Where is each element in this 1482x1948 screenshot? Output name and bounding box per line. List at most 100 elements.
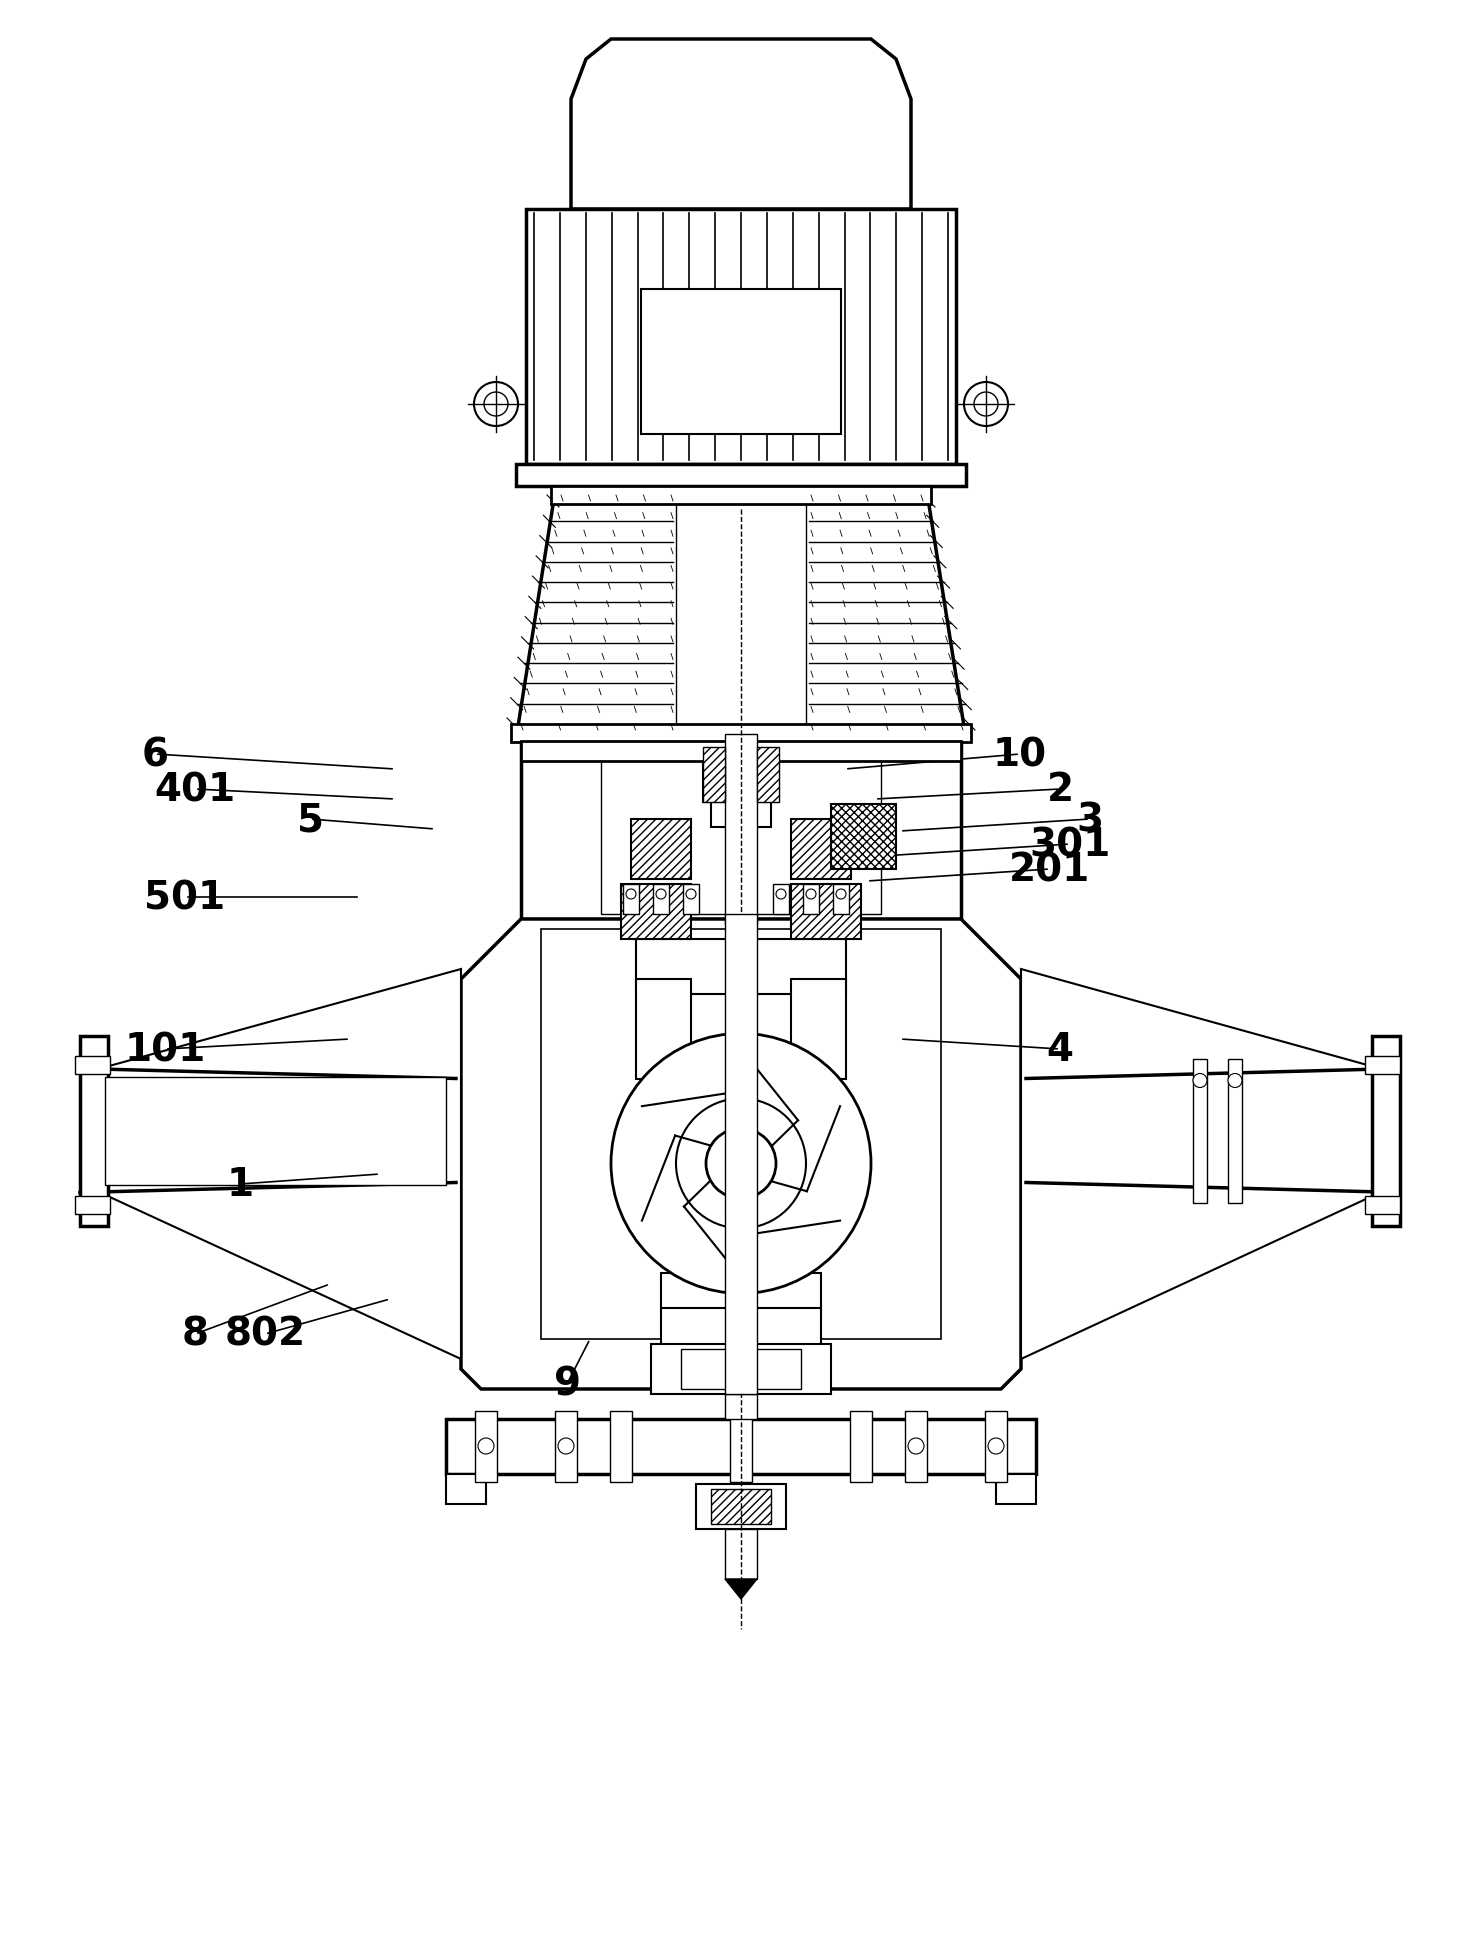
Bar	[1229, 1060, 1242, 1202]
Bar	[602, 744, 880, 914]
Bar	[554, 1410, 576, 1482]
Bar	[725, 1395, 757, 1420]
Circle shape	[726, 1149, 756, 1179]
Text: 501: 501	[144, 879, 225, 916]
Bar	[851, 1410, 871, 1482]
Text: 101: 101	[124, 1030, 206, 1068]
Bar	[1026, 1069, 1380, 1192]
Bar	[636, 939, 846, 995]
Text: 1: 1	[227, 1165, 253, 1204]
Circle shape	[686, 890, 697, 900]
Text: 3: 3	[1076, 801, 1104, 838]
Bar	[522, 742, 960, 762]
Polygon shape	[725, 1580, 757, 1599]
Bar	[622, 884, 639, 914]
Bar	[803, 884, 820, 914]
Bar	[541, 929, 941, 1340]
Bar	[661, 1309, 741, 1389]
Bar	[76, 1196, 110, 1214]
Bar	[683, 884, 700, 914]
Bar	[711, 803, 771, 828]
Circle shape	[777, 890, 785, 900]
Polygon shape	[1021, 970, 1380, 1360]
Bar	[725, 734, 757, 925]
Circle shape	[806, 890, 817, 900]
Text: 8: 8	[181, 1315, 209, 1354]
Bar	[76, 1056, 110, 1073]
Circle shape	[474, 384, 519, 427]
Text: 10: 10	[993, 736, 1048, 773]
Bar	[1193, 1060, 1206, 1202]
Bar	[99, 1069, 456, 1192]
Polygon shape	[571, 41, 911, 210]
Bar	[526, 210, 956, 466]
Text: 9: 9	[553, 1366, 581, 1403]
Bar	[476, 1410, 496, 1482]
Circle shape	[974, 393, 997, 417]
Circle shape	[657, 890, 665, 900]
Bar	[511, 725, 971, 742]
Text: 802: 802	[224, 1315, 305, 1354]
Bar	[791, 884, 861, 939]
Text: 6: 6	[141, 736, 169, 773]
Bar	[551, 487, 931, 505]
Circle shape	[988, 1438, 1003, 1455]
Text: 301: 301	[1030, 826, 1110, 863]
Bar	[522, 740, 960, 919]
Bar	[791, 980, 846, 1079]
Polygon shape	[461, 919, 1021, 1389]
Circle shape	[705, 1128, 777, 1198]
Bar	[774, 884, 788, 914]
Text: 5: 5	[296, 801, 323, 838]
Bar	[651, 1344, 831, 1395]
Text: 401: 401	[154, 771, 236, 808]
Bar	[642, 290, 840, 434]
Polygon shape	[516, 487, 966, 740]
Bar	[654, 884, 668, 914]
Circle shape	[1193, 1073, 1206, 1087]
Circle shape	[625, 890, 636, 900]
Bar	[702, 748, 725, 803]
Circle shape	[963, 384, 1008, 427]
Bar	[1372, 1036, 1400, 1225]
Bar	[676, 487, 806, 740]
Bar	[80, 1036, 108, 1225]
Bar	[631, 820, 691, 880]
Bar	[986, 1410, 1006, 1482]
Polygon shape	[99, 970, 461, 1360]
Bar	[725, 914, 757, 1395]
Bar	[702, 748, 780, 803]
Bar	[1365, 1056, 1400, 1073]
Bar	[446, 1420, 1036, 1475]
Circle shape	[479, 1438, 494, 1455]
Circle shape	[836, 890, 846, 900]
Circle shape	[1229, 1073, 1242, 1087]
Bar	[697, 1484, 785, 1529]
Bar	[833, 884, 849, 914]
Bar	[611, 1410, 631, 1482]
Bar	[731, 1410, 751, 1482]
Bar	[725, 1529, 757, 1580]
Bar	[1365, 1196, 1400, 1214]
Circle shape	[559, 1438, 574, 1455]
Text: 201: 201	[1009, 851, 1091, 888]
Bar	[621, 884, 691, 939]
Bar	[791, 820, 851, 880]
Ellipse shape	[611, 1034, 871, 1293]
Bar	[516, 466, 966, 487]
Bar	[906, 1410, 928, 1482]
Circle shape	[908, 1438, 923, 1455]
Bar	[996, 1475, 1036, 1504]
Text: 4: 4	[1046, 1030, 1073, 1068]
Bar	[741, 1309, 821, 1389]
Circle shape	[485, 393, 508, 417]
Bar	[105, 1077, 446, 1184]
Bar	[446, 1475, 486, 1504]
Bar	[636, 980, 691, 1079]
Bar	[682, 1350, 800, 1389]
Text: 2: 2	[1046, 771, 1073, 808]
Bar	[831, 805, 897, 869]
Bar	[661, 1274, 821, 1313]
Bar	[711, 1488, 771, 1523]
Bar	[757, 748, 780, 803]
